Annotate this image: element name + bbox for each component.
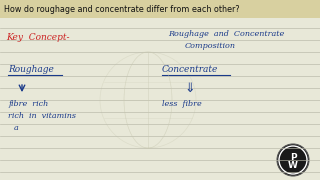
Text: Roughage  and  Concentrate: Roughage and Concentrate <box>168 30 284 38</box>
Text: Concentrate: Concentrate <box>162 66 218 75</box>
Text: ⇓: ⇓ <box>185 82 195 94</box>
FancyBboxPatch shape <box>0 0 320 18</box>
Text: less  fibre: less fibre <box>162 100 202 108</box>
Text: fibre  rich: fibre rich <box>8 100 48 108</box>
Circle shape <box>277 144 309 176</box>
Text: How do roughage and concentrate differ from each other?: How do roughage and concentrate differ f… <box>4 4 240 14</box>
Text: Composition: Composition <box>185 42 236 50</box>
Text: P: P <box>290 152 296 161</box>
Text: Roughage: Roughage <box>8 66 54 75</box>
Text: Key  Concept-: Key Concept- <box>6 33 69 42</box>
Text: a: a <box>14 124 19 132</box>
Text: rich  in  vitamins: rich in vitamins <box>8 112 76 120</box>
Text: W: W <box>288 161 298 170</box>
